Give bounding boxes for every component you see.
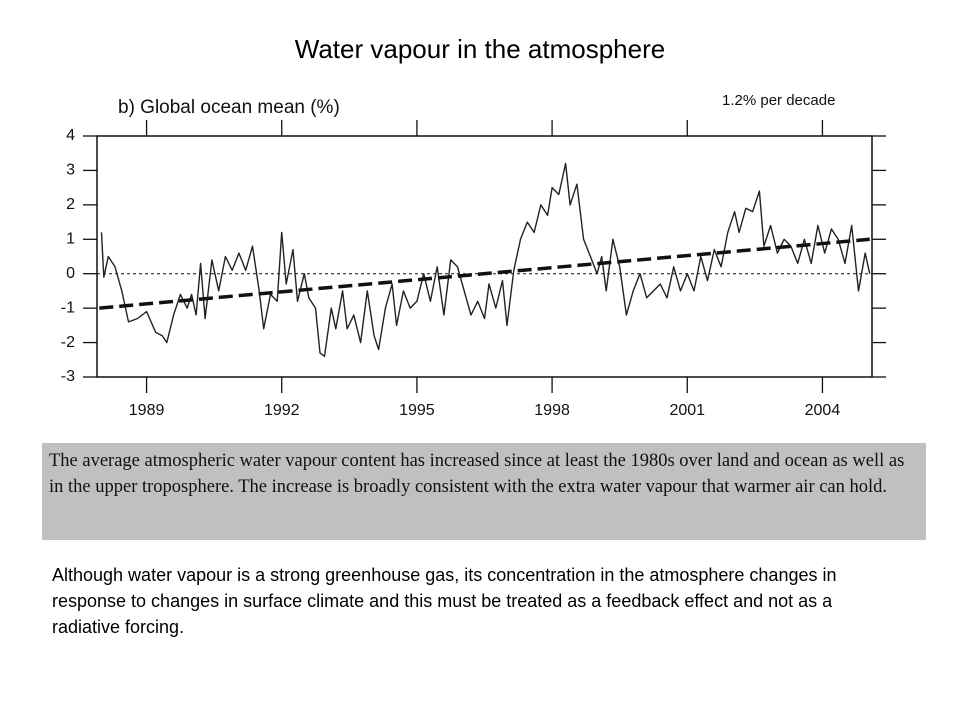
x-tick-label: 1998 — [534, 402, 570, 419]
y-tick-label: -2 — [61, 334, 75, 351]
y-tick-label: -3 — [61, 368, 75, 385]
paragraph: Although water vapour is a strong greenh… — [52, 565, 837, 637]
x-tick-label: 2001 — [669, 402, 705, 419]
chart: b) Global ocean mean (%) 1.2% per decade… — [61, 92, 886, 419]
y-tick-label: 1 — [66, 231, 75, 248]
x-tick-label: 1989 — [129, 402, 165, 419]
x-tick-label: 1995 — [399, 402, 435, 419]
trend-line — [99, 237, 870, 310]
y-tick-label: 0 — [66, 265, 75, 282]
annotation: 1.2% per decade — [722, 92, 835, 109]
y-tick-label: -1 — [61, 299, 75, 316]
plot-frame — [96, 135, 873, 378]
data-line — [100, 162, 871, 357]
chart-title: b) Global ocean mean (%) — [118, 97, 340, 118]
slide-title: Water vapour in the atmosphere — [294, 34, 666, 64]
y-tick-label: 4 — [66, 127, 75, 144]
x-tick-label: 1992 — [264, 402, 300, 419]
caption-box: The average atmospheric water vapour con… — [42, 443, 926, 540]
y-tick-label: 3 — [66, 162, 75, 179]
x-tick-label: 2004 — [805, 402, 841, 419]
y-tick-label: 2 — [66, 196, 75, 213]
